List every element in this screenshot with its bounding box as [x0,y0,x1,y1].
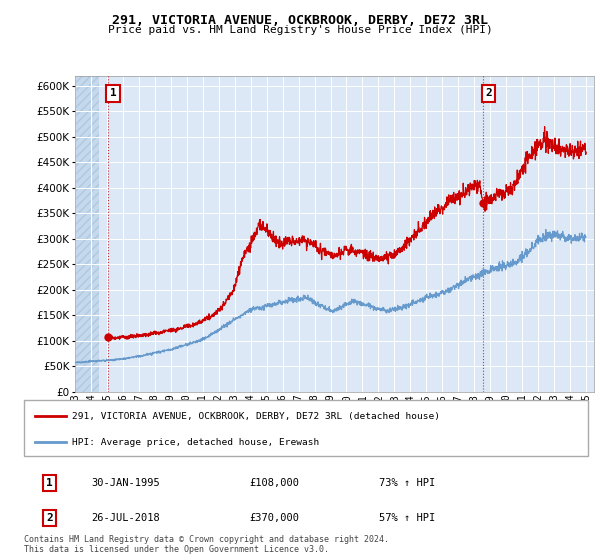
Text: HPI: Average price, detached house, Erewash: HPI: Average price, detached house, Erew… [72,438,319,447]
Text: 291, VICTORIA AVENUE, OCKBROOK, DERBY, DE72 3RL (detached house): 291, VICTORIA AVENUE, OCKBROOK, DERBY, D… [72,412,440,421]
Text: 1: 1 [46,478,53,488]
Text: £108,000: £108,000 [250,478,299,488]
Text: 26-JUL-2018: 26-JUL-2018 [92,513,160,523]
Text: Price paid vs. HM Land Registry's House Price Index (HPI): Price paid vs. HM Land Registry's House … [107,25,493,35]
Text: 1: 1 [110,88,116,98]
Text: 57% ↑ HPI: 57% ↑ HPI [379,513,436,523]
Text: £370,000: £370,000 [250,513,299,523]
Text: 2: 2 [46,513,53,523]
Text: 30-JAN-1995: 30-JAN-1995 [92,478,160,488]
Bar [75,76,99,392]
Text: Contains HM Land Registry data © Crown copyright and database right 2024.
This d: Contains HM Land Registry data © Crown c… [24,535,389,554]
Text: 291, VICTORIA AVENUE, OCKBROOK, DERBY, DE72 3RL: 291, VICTORIA AVENUE, OCKBROOK, DERBY, D… [112,14,488,27]
FancyBboxPatch shape [24,400,588,456]
Text: 2: 2 [485,88,491,98]
Text: 73% ↑ HPI: 73% ↑ HPI [379,478,436,488]
